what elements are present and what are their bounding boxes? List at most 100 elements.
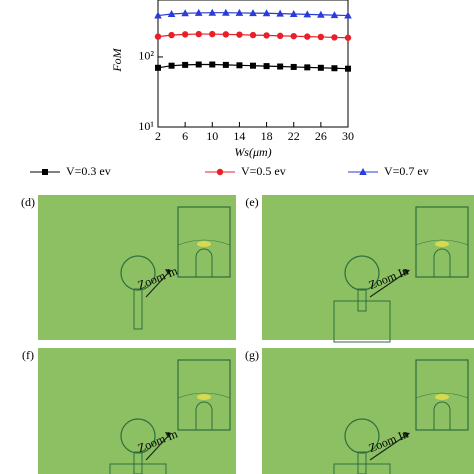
legend-label: V=0.3 ev xyxy=(66,164,111,178)
marker xyxy=(304,33,311,40)
marker xyxy=(182,61,189,68)
arrow xyxy=(145,433,171,461)
x-tick-label: 30 xyxy=(342,129,354,143)
marker xyxy=(181,31,189,38)
ring xyxy=(344,418,380,454)
panel-bg xyxy=(38,348,236,474)
marker xyxy=(317,10,325,18)
marker xyxy=(195,61,202,68)
marker xyxy=(249,31,257,39)
marker xyxy=(249,9,257,17)
marker xyxy=(222,61,229,68)
inset-arch xyxy=(433,248,451,277)
inset xyxy=(177,359,231,431)
marker xyxy=(222,31,230,38)
ring xyxy=(344,255,380,291)
marker xyxy=(216,168,224,176)
ring xyxy=(120,255,156,291)
panel: Zoom In xyxy=(262,195,474,343)
marker xyxy=(344,11,352,19)
legend-label: V=0.7 ev xyxy=(384,164,429,178)
marker xyxy=(42,169,48,175)
marker xyxy=(276,32,284,40)
arrow-head xyxy=(403,269,410,275)
marker xyxy=(359,168,367,175)
y-tick-label: 10² xyxy=(138,49,154,63)
marker xyxy=(167,10,176,18)
panel-label: (e) xyxy=(245,195,258,209)
box xyxy=(109,463,167,474)
hotspot xyxy=(197,394,211,400)
marker xyxy=(209,61,216,68)
panel: Zoom In xyxy=(38,195,236,340)
feed xyxy=(133,288,143,330)
marker xyxy=(344,34,352,41)
marker xyxy=(345,65,351,72)
marker xyxy=(181,9,189,17)
marker xyxy=(154,33,162,40)
marker xyxy=(236,62,243,69)
marker xyxy=(317,64,324,71)
marker xyxy=(290,63,297,70)
x-tick-label: 18 xyxy=(261,129,273,143)
y-tick-label: 10¹ xyxy=(138,119,154,133)
marker xyxy=(263,32,270,39)
x-tick-label: 14 xyxy=(233,129,245,143)
arrow xyxy=(369,433,409,461)
inset-curve xyxy=(415,239,469,246)
box xyxy=(333,463,391,474)
plot-frame xyxy=(157,0,349,128)
panel-label: (g) xyxy=(245,348,259,362)
arrow xyxy=(145,270,171,298)
marker xyxy=(330,11,339,19)
feed xyxy=(357,288,367,312)
arrow-head xyxy=(165,269,172,275)
marker xyxy=(155,64,161,71)
inset xyxy=(177,206,231,278)
marker xyxy=(168,62,175,69)
inset xyxy=(415,359,469,431)
marker xyxy=(262,9,271,17)
marker xyxy=(235,8,244,16)
marker xyxy=(195,30,202,38)
marker xyxy=(263,63,270,70)
marker xyxy=(290,32,297,40)
inset-curve xyxy=(177,392,231,399)
marker xyxy=(194,8,203,16)
feed xyxy=(133,451,143,474)
feed xyxy=(357,451,367,474)
x-axis-label: Ws(μm) xyxy=(234,145,271,159)
marker xyxy=(317,33,325,41)
hotspot xyxy=(435,394,449,400)
marker xyxy=(222,8,230,16)
inset-curve xyxy=(177,239,231,246)
marker xyxy=(277,63,284,70)
x-tick-label: 10 xyxy=(206,129,218,143)
inset-arch xyxy=(195,401,213,430)
ring xyxy=(120,418,156,454)
panel-label: (f) xyxy=(22,348,34,362)
x-tick-label: 26 xyxy=(315,129,327,143)
marker xyxy=(289,10,298,18)
box xyxy=(333,300,391,343)
marker xyxy=(236,31,243,38)
marker xyxy=(303,10,312,18)
panel-bg xyxy=(262,195,474,340)
arrow-head xyxy=(403,432,410,438)
marker xyxy=(331,65,338,72)
marker xyxy=(154,11,162,19)
panel-label: (d) xyxy=(21,195,35,209)
inset-curve xyxy=(415,392,469,399)
marker xyxy=(209,30,216,38)
arrow xyxy=(369,270,409,298)
hotspot xyxy=(435,241,449,247)
hotspot xyxy=(197,241,211,247)
inset xyxy=(415,206,469,278)
x-tick-label: 2 xyxy=(155,129,161,143)
panel: Zoom In xyxy=(262,348,474,474)
legend-label: V=0.5 ev xyxy=(241,164,286,178)
marker xyxy=(168,31,175,39)
marker xyxy=(208,8,217,16)
